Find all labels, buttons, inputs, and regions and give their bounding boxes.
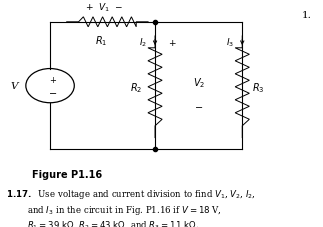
Text: 1.: 1. xyxy=(302,11,312,20)
Text: $V_2$: $V_2$ xyxy=(193,76,205,90)
Text: +: + xyxy=(168,39,175,48)
Text: $\mathbf{1.17.}$  Use voltage and current division to find $V_1$, $V_2$, $I_2$,: $\mathbf{1.17.}$ Use voltage and current… xyxy=(6,187,256,200)
Text: −: − xyxy=(48,89,57,98)
Text: $R_1=39\ \mathrm{k}\Omega$, $R_2=43\ \mathrm{k}\Omega$, and $R_3=11\ \mathrm{k}\: $R_1=39\ \mathrm{k}\Omega$, $R_2=43\ \ma… xyxy=(27,218,199,227)
Text: +: + xyxy=(49,75,56,84)
Text: $I_3$: $I_3$ xyxy=(226,36,234,49)
Text: $I_2$: $I_2$ xyxy=(139,36,147,49)
Text: $R_2$: $R_2$ xyxy=(130,81,143,94)
Text: +  $V_1$  −: + $V_1$ − xyxy=(85,2,123,14)
Text: $R_3$: $R_3$ xyxy=(252,81,265,94)
Text: $R_1$: $R_1$ xyxy=(95,34,107,48)
Text: and $I_3$ in the circuit in Fig. P1.16 if $V=18$ V,: and $I_3$ in the circuit in Fig. P1.16 i… xyxy=(27,203,223,216)
Text: V: V xyxy=(10,82,18,91)
Text: Figure P1.16: Figure P1.16 xyxy=(32,169,102,179)
Text: −: − xyxy=(194,103,203,113)
